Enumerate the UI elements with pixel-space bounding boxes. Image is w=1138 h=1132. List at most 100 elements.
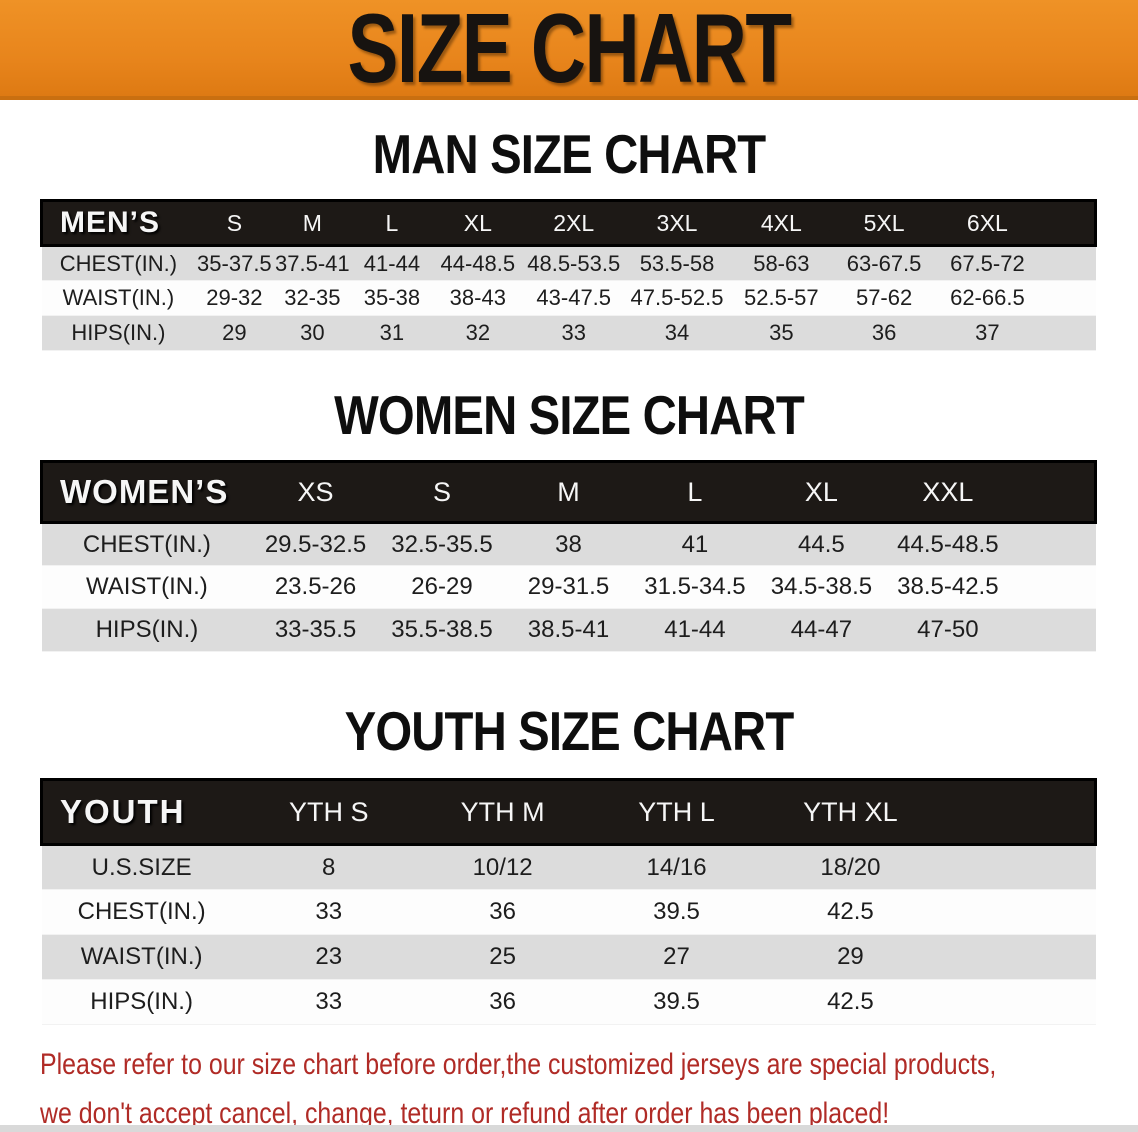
size-value: 35: [729, 315, 833, 351]
size-value: 38: [505, 522, 632, 566]
size-value: 29-31.5: [505, 565, 632, 609]
size-value: 31: [351, 315, 433, 351]
size-value: 29.5-32.5: [252, 522, 379, 566]
disclaimer-text: Please refer to our size chart before or…: [40, 1040, 1138, 1132]
row-label: WAIST(IN.): [41, 565, 253, 609]
cell-filler: [1011, 522, 1096, 566]
table-row: U.S.SIZE 8 10/12 14/16 18/20: [41, 844, 1096, 890]
cell-filler: [1039, 245, 1096, 281]
row-label: CHEST(IN.): [41, 522, 253, 566]
table-corner-label: MEN’S: [40, 199, 196, 247]
size-value: 38.5-41: [505, 608, 632, 652]
size-column-header: M: [505, 460, 632, 524]
size-value: 57-62: [832, 280, 936, 316]
size-value: 58-63: [729, 245, 833, 281]
size-value: 48.5-53.5: [523, 245, 625, 281]
size-value: 42.5: [763, 889, 938, 935]
size-value: 29-32: [195, 280, 274, 316]
size-column-header: S: [378, 460, 506, 524]
size-value: 32: [432, 315, 524, 351]
size-column-header: 5XL: [832, 199, 936, 247]
size-value: 41-44: [351, 245, 433, 281]
size-value: 38-43: [432, 280, 524, 316]
size-value: 30: [273, 315, 352, 351]
size-value: 41: [631, 522, 759, 566]
size-value: 33: [241, 979, 416, 1025]
size-value: 8: [241, 844, 416, 890]
size-column-header: S: [195, 199, 274, 247]
women-section-heading: WOMEN SIZE CHART: [334, 384, 805, 446]
size-value: 47-50: [884, 608, 1012, 652]
header-filler: [937, 778, 1098, 846]
size-column-header: YTH L: [589, 778, 764, 846]
table-corner-label: WOMEN’S: [40, 460, 253, 524]
row-label: HIPS(IN.): [41, 315, 196, 351]
size-value: 39.5: [589, 889, 764, 935]
row-label: U.S.SIZE: [41, 844, 242, 890]
size-value: 36: [415, 889, 590, 935]
cell-filler: [937, 889, 1096, 935]
table-row: CHEST(IN.) 33 36 39.5 42.5: [41, 889, 1096, 935]
size-value: 33: [523, 315, 625, 351]
table-row: HIPS(IN.) 33-35.5 35.5-38.5 38.5-41 41-44 44-…: [41, 608, 1096, 652]
size-value: 31.5-34.5: [631, 565, 759, 609]
size-chart-banner: SIZE CHART: [0, 0, 1138, 100]
youth-size-table: YOUTH YTH S YTH M YTH L YTH XL U.S.SIZE 8 10/12…: [39, 778, 1098, 1025]
row-label: WAIST(IN.): [41, 280, 196, 316]
size-value: 23: [241, 934, 416, 980]
size-value: 35.5-38.5: [378, 608, 506, 652]
size-column-header: 2XL: [523, 199, 625, 247]
size-value: 39.5: [589, 979, 764, 1025]
header-filler: [1011, 460, 1098, 524]
size-value: 62-66.5: [935, 280, 1040, 316]
size-value: 63-67.5: [832, 245, 936, 281]
size-value: 43-47.5: [523, 280, 625, 316]
size-value: 36: [832, 315, 936, 351]
size-column-header: L: [351, 199, 433, 247]
size-column-header: XL: [432, 199, 524, 247]
cell-filler: [1011, 608, 1096, 652]
size-column-header: YTH XL: [763, 778, 938, 846]
cell-filler: [937, 934, 1096, 980]
size-value: 37.5-41: [273, 245, 352, 281]
banner-title: SIZE CHART: [347, 0, 792, 100]
size-column-header: XL: [758, 460, 885, 524]
table-corner-label: YOUTH: [39, 778, 242, 846]
size-value: 36: [415, 979, 590, 1025]
table-header-row: WOMEN’S XS S M L XL XXL: [40, 460, 1098, 524]
cell-filler: [1011, 565, 1096, 609]
size-value: 34.5-38.5: [758, 565, 885, 609]
table-row: WAIST(IN.) 23 25 27 29: [41, 934, 1096, 980]
size-value: 32-35: [273, 280, 352, 316]
size-value: 27: [589, 934, 764, 980]
table-row: HIPS(IN.) 33 36 39.5 42.5: [41, 979, 1096, 1025]
size-value: 29: [195, 315, 274, 351]
size-value: 25: [415, 934, 590, 980]
youth-section-heading: YOUTH SIZE CHART: [344, 700, 795, 762]
size-value: 44-47: [758, 608, 885, 652]
bottom-border-strip: [0, 1125, 1138, 1132]
size-column-header: YTH S: [241, 778, 416, 846]
size-value: 41-44: [631, 608, 759, 652]
size-value: 53.5-58: [624, 245, 730, 281]
size-column-header: YTH M: [415, 778, 590, 846]
size-value: 26-29: [378, 565, 506, 609]
disclaimer-line-1: Please refer to our size chart before or…: [40, 1048, 997, 1081]
header-filler: [1039, 199, 1097, 247]
size-column-header: 6XL: [935, 199, 1040, 247]
cell-filler: [937, 844, 1096, 890]
table-header-row: MEN’S S M L XL 2XL 3XL 4XL 5XL 6XL: [40, 199, 1097, 247]
cell-filler: [1039, 280, 1096, 316]
size-column-header: 4XL: [729, 199, 833, 247]
size-column-header: L: [631, 460, 759, 524]
table-row: CHEST(IN.) 35-37.5 37.5-41 41-44 44-48.5 48.5…: [41, 245, 1096, 281]
row-label: CHEST(IN.): [41, 245, 196, 281]
table-row: WAIST(IN.) 23.5-26 26-29 29-31.5 31.5-34.5 34…: [41, 565, 1096, 609]
table-header-row: YOUTH YTH S YTH M YTH L YTH XL: [39, 778, 1098, 846]
row-label: HIPS(IN.): [41, 608, 253, 652]
cell-filler: [937, 979, 1096, 1025]
row-label: HIPS(IN.): [41, 979, 242, 1025]
size-value: 32.5-35.5: [378, 522, 506, 566]
cell-filler: [1039, 315, 1096, 351]
disclaimer-line-2: we don't accept cancel, change, teturn o…: [40, 1097, 890, 1130]
